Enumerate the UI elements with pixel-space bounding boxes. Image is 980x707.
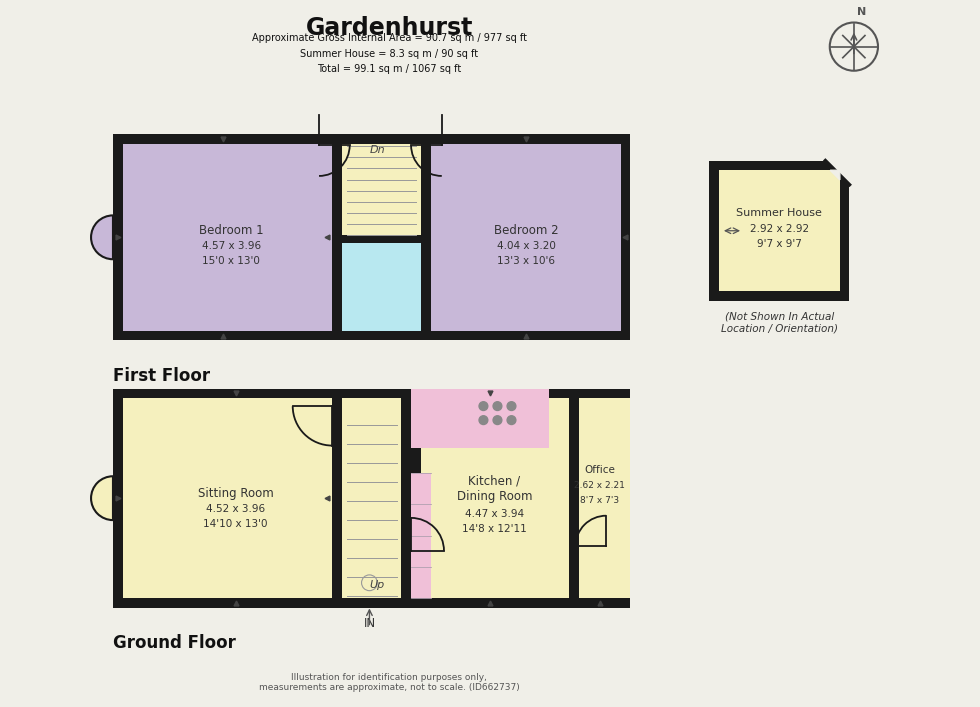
- Text: Summer House = 8.3 sq m / 90 sq ft: Summer House = 8.3 sq m / 90 sq ft: [300, 49, 478, 59]
- Wedge shape: [91, 216, 113, 259]
- Text: Bedroom 2: Bedroom 2: [494, 224, 559, 238]
- Text: Total = 99.1 sq m / 1067 sq ft: Total = 99.1 sq m / 1067 sq ft: [318, 64, 462, 74]
- Wedge shape: [91, 477, 113, 520]
- Bar: [719, 170, 840, 291]
- Bar: [122, 144, 332, 331]
- Circle shape: [479, 416, 488, 424]
- Text: 4.52 x 3.96: 4.52 x 3.96: [206, 504, 266, 514]
- Text: Office: Office: [584, 464, 615, 474]
- Text: 2.62 x 2.21: 2.62 x 2.21: [574, 481, 625, 489]
- Text: 4.04 x 3.20: 4.04 x 3.20: [497, 241, 556, 251]
- Text: Dn: Dn: [369, 145, 385, 156]
- Circle shape: [493, 416, 502, 424]
- Text: Ground Floor: Ground Floor: [113, 634, 236, 652]
- Text: 15'0 x 13'0: 15'0 x 13'0: [203, 257, 261, 267]
- Text: Summer House: Summer House: [736, 208, 822, 218]
- Text: 14'10 x 13'0: 14'10 x 13'0: [204, 520, 268, 530]
- Bar: [113, 134, 630, 340]
- Bar: [332, 389, 342, 608]
- Bar: [411, 389, 549, 448]
- Text: N: N: [857, 7, 866, 17]
- Bar: [332, 235, 431, 243]
- Bar: [113, 389, 630, 608]
- Circle shape: [507, 402, 515, 411]
- Text: 4.57 x 3.96: 4.57 x 3.96: [202, 241, 261, 251]
- Bar: [578, 398, 630, 598]
- Text: Dining Room: Dining Room: [457, 491, 532, 503]
- Text: 13'3 x 10'6: 13'3 x 10'6: [497, 257, 555, 267]
- Circle shape: [479, 402, 488, 411]
- Text: 14'8 x 12'11: 14'8 x 12'11: [462, 524, 527, 534]
- Text: Gardenhurst: Gardenhurst: [306, 16, 473, 40]
- Bar: [710, 160, 850, 301]
- Bar: [569, 389, 578, 608]
- Text: Sitting Room: Sitting Room: [198, 487, 273, 501]
- Text: Approximate Gross Internal Area = 90.7 sq m / 977 sq ft: Approximate Gross Internal Area = 90.7 s…: [252, 33, 526, 43]
- Text: Kitchen /: Kitchen /: [468, 474, 520, 487]
- Bar: [420, 398, 569, 598]
- Text: Up: Up: [369, 580, 385, 590]
- Text: Bedroom 1: Bedroom 1: [199, 224, 264, 238]
- Bar: [431, 144, 620, 331]
- Text: 2.92 x 2.92: 2.92 x 2.92: [750, 223, 808, 233]
- Bar: [342, 398, 402, 598]
- Text: First Floor: First Floor: [113, 367, 210, 385]
- Text: 4.47 x 3.94: 4.47 x 3.94: [465, 508, 524, 518]
- Bar: [332, 134, 342, 340]
- Text: 9'7 x 9'7: 9'7 x 9'7: [757, 239, 802, 249]
- Text: 8'7 x 7'3: 8'7 x 7'3: [580, 496, 619, 505]
- Polygon shape: [825, 160, 850, 185]
- Text: Illustration for identification purposes only,
measurements are approximate, not: Illustration for identification purposes…: [259, 672, 519, 692]
- Circle shape: [493, 402, 502, 411]
- Bar: [342, 144, 421, 243]
- Text: IN: IN: [364, 617, 375, 629]
- Bar: [342, 243, 421, 331]
- Text: (Not Shown In Actual
Location / Orientation): (Not Shown In Actual Location / Orientat…: [721, 312, 838, 334]
- Bar: [421, 134, 431, 340]
- Bar: [122, 398, 332, 598]
- Bar: [402, 389, 411, 608]
- Polygon shape: [830, 170, 840, 180]
- Bar: [411, 473, 431, 598]
- Circle shape: [507, 416, 515, 424]
